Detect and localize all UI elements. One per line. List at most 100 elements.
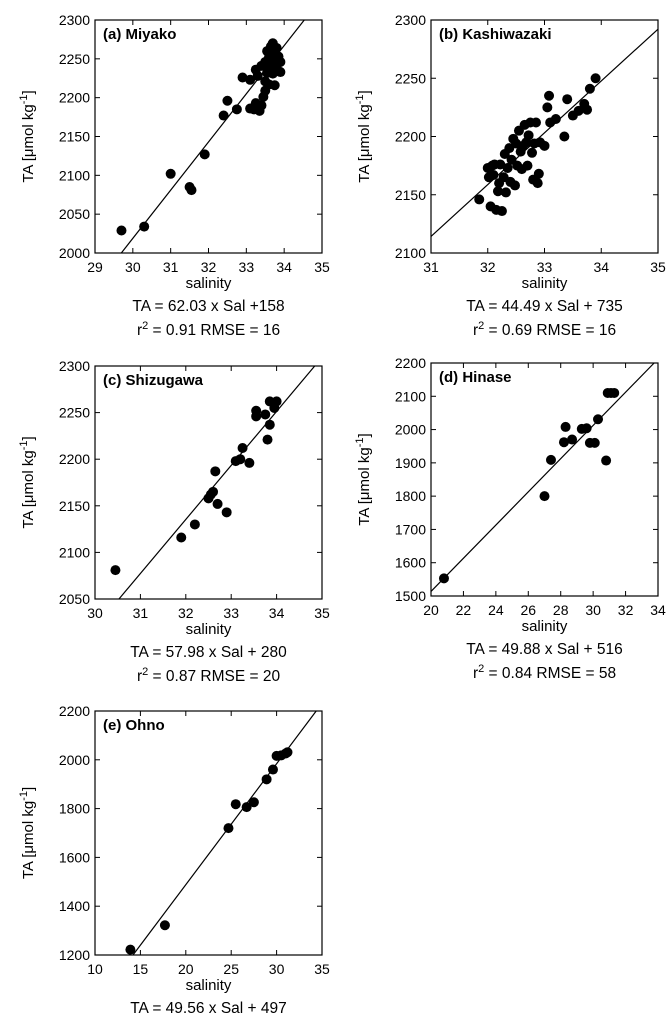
plot-frame bbox=[430, 19, 659, 254]
x-tick-label: 22 bbox=[456, 602, 472, 618]
y-tick-label: 2100 bbox=[395, 388, 426, 404]
data-point bbox=[562, 94, 573, 105]
x-tick-label: 29 bbox=[87, 259, 103, 275]
y-tick-label: 2200 bbox=[59, 90, 90, 106]
x-tick-label: 32 bbox=[201, 259, 217, 275]
data-point bbox=[559, 131, 570, 142]
y-tick-label: 2000 bbox=[59, 245, 90, 261]
x-tick-label: 35 bbox=[650, 259, 666, 275]
fit-statistics: r2 = 0.91 RMSE = 16 bbox=[137, 320, 280, 339]
data-point bbox=[260, 409, 271, 420]
data-point bbox=[139, 221, 150, 232]
data-point bbox=[438, 573, 449, 584]
data-point bbox=[275, 67, 286, 78]
plot-frame bbox=[94, 19, 323, 254]
data-point bbox=[218, 110, 229, 121]
data-point bbox=[532, 178, 543, 189]
data-point bbox=[609, 387, 620, 398]
data-point bbox=[222, 95, 233, 106]
data-point bbox=[542, 102, 553, 113]
x-tick-label: 20 bbox=[178, 961, 194, 977]
y-tick-label: 2200 bbox=[59, 451, 90, 467]
x-tick-label: 34 bbox=[269, 605, 285, 621]
x-tick-label: 30 bbox=[585, 602, 601, 618]
data-point bbox=[522, 160, 533, 171]
data-point bbox=[582, 104, 593, 115]
y-tick-label: 2150 bbox=[395, 187, 426, 203]
y-tick-label: 2300 bbox=[59, 12, 90, 28]
data-point bbox=[252, 70, 263, 81]
data-point bbox=[567, 434, 578, 445]
data-point bbox=[488, 169, 499, 180]
data-point bbox=[264, 419, 275, 430]
data-point bbox=[544, 90, 555, 101]
data-point bbox=[492, 186, 503, 197]
y-axis-label: TA [μmol kg-1] bbox=[18, 90, 37, 182]
data-point bbox=[560, 421, 571, 432]
data-point bbox=[502, 162, 513, 173]
y-tick-label: 2200 bbox=[395, 355, 426, 371]
regression-line bbox=[118, 365, 316, 600]
y-tick-label: 2100 bbox=[59, 544, 90, 560]
panel-label: (c) Shizugawa bbox=[103, 372, 204, 389]
panel-4: 20 22 24 26 28 30 32 34 1500 1600 1700 1800 1900 2000… bbox=[354, 355, 666, 682]
data-point bbox=[231, 104, 242, 115]
data-point bbox=[159, 920, 170, 931]
y-tick-label: 1600 bbox=[395, 555, 426, 571]
regression-equation: TA = 57.98 x Sal + 280 bbox=[130, 644, 287, 661]
data-point bbox=[590, 73, 601, 84]
x-tick-label: 28 bbox=[553, 602, 569, 618]
fit-statistics: r2 = 0.87 RMSE = 20 bbox=[137, 666, 281, 685]
data-point bbox=[221, 507, 232, 518]
y-tick-label: 1500 bbox=[395, 588, 426, 604]
data-point bbox=[237, 443, 248, 454]
data-point bbox=[261, 774, 272, 785]
data-point bbox=[593, 414, 604, 425]
x-axis-label: salinity bbox=[186, 275, 232, 292]
x-tick-label: 24 bbox=[488, 602, 504, 618]
x-tick-label: 33 bbox=[239, 259, 255, 275]
y-tick-label: 2200 bbox=[395, 129, 426, 145]
regression-equation: TA = 49.88 x Sal + 516 bbox=[466, 641, 623, 658]
x-tick-label: 35 bbox=[314, 961, 330, 977]
y-tick-label: 2000 bbox=[395, 422, 426, 438]
fit-statistics: r2 = 0.84 RMSE = 58 bbox=[473, 663, 616, 682]
x-axis-label: salinity bbox=[186, 621, 232, 638]
data-point bbox=[581, 423, 592, 434]
plot-frame bbox=[94, 710, 323, 956]
x-tick-label: 30 bbox=[125, 259, 141, 275]
panel-label: (e) Ohno bbox=[103, 717, 165, 734]
regression-equation: TA = 49.56 x Sal + 497 bbox=[130, 1000, 287, 1017]
plot-frame bbox=[94, 365, 323, 600]
data-point bbox=[601, 455, 612, 466]
data-point bbox=[176, 532, 187, 543]
y-tick-label: 1800 bbox=[59, 801, 90, 817]
data-point bbox=[523, 130, 534, 141]
y-tick-label: 2150 bbox=[59, 498, 90, 514]
y-tick-label: 2250 bbox=[395, 70, 426, 86]
regression-line bbox=[430, 28, 659, 237]
data-point bbox=[533, 168, 544, 179]
fit-statistics: r2 = 0.69 RMSE = 16 bbox=[473, 320, 616, 339]
x-tick-label: 31 bbox=[133, 605, 149, 621]
y-axis-label: TA [μmol kg-1] bbox=[354, 433, 373, 525]
data-point bbox=[584, 83, 595, 94]
data-point bbox=[237, 72, 248, 83]
data-point bbox=[271, 396, 282, 407]
x-tick-label: 32 bbox=[178, 605, 194, 621]
data-point bbox=[186, 185, 197, 196]
y-tick-label: 2100 bbox=[59, 167, 90, 183]
y-tick-label: 2100 bbox=[395, 245, 426, 261]
y-tick-label: 2050 bbox=[59, 591, 90, 607]
data-point bbox=[110, 565, 121, 576]
data-point bbox=[573, 105, 584, 116]
x-axis-label: salinity bbox=[186, 977, 232, 994]
x-tick-label: 34 bbox=[593, 259, 609, 275]
x-tick-label: 31 bbox=[423, 259, 439, 275]
data-point bbox=[230, 799, 241, 810]
y-tick-label: 1900 bbox=[395, 455, 426, 471]
data-point bbox=[208, 486, 219, 497]
x-tick-label: 32 bbox=[480, 259, 496, 275]
regression-equation: TA = 62.03 x Sal +158 bbox=[132, 298, 284, 315]
panel-label: (b) Kashiwazaki bbox=[439, 26, 552, 43]
